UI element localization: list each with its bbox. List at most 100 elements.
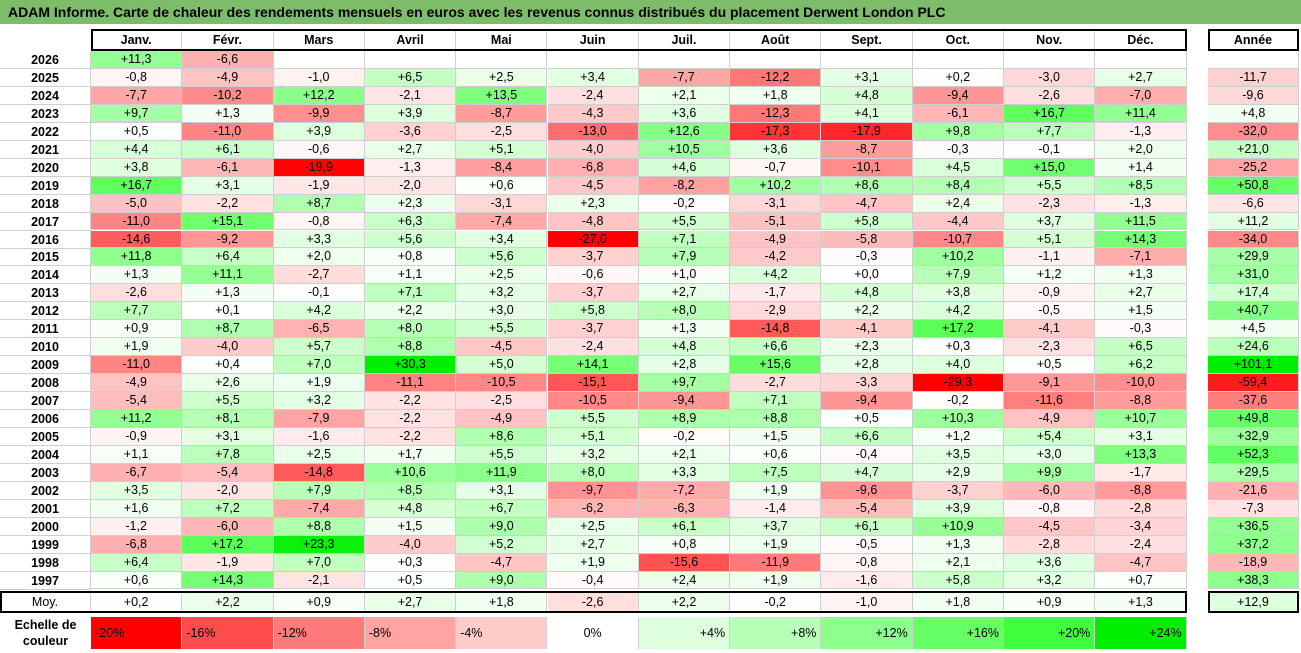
heatmap-cell: +2,0 xyxy=(273,248,365,267)
heatmap-cell: -2,2 xyxy=(364,427,457,446)
year-label: 1999 xyxy=(0,535,91,554)
average-cell: +2,7 xyxy=(364,591,457,612)
heatmap-cell: +1,3 xyxy=(182,104,274,123)
heatmap-cell: +0,7 xyxy=(1095,571,1187,590)
annual-return-cell: +37,2 xyxy=(1208,535,1299,554)
heatmap-cell: -11,0 xyxy=(182,122,274,141)
year-label: 2008 xyxy=(0,374,91,393)
heatmap-cell: -2,0 xyxy=(182,481,274,500)
heatmap-cell: -0,2 xyxy=(638,194,731,213)
heatmap-cell: -2,5 xyxy=(456,122,548,141)
heatmap-cell: -2,4 xyxy=(547,86,639,105)
heatmap-cell: +8,6 xyxy=(456,427,548,446)
heatmap-cell: -0,1 xyxy=(1004,140,1096,159)
annual-return-cell: +36,5 xyxy=(1208,517,1299,536)
year-label: 2015 xyxy=(0,248,91,267)
heatmap-cell: -8,2 xyxy=(638,176,731,195)
month-header: Janv. xyxy=(91,29,183,51)
heatmap-cell: -4,9 xyxy=(456,410,548,428)
heatmap-cell: -5,4 xyxy=(821,499,913,518)
annual-return-cell: +38,3 xyxy=(1208,571,1299,590)
heatmap-cell: +6,6 xyxy=(730,338,822,357)
heatmap-cell: +10,2 xyxy=(912,248,1004,267)
heatmap-cell: -7,4 xyxy=(273,499,365,518)
heatmap-cell: -11,9 xyxy=(730,553,822,572)
annual-return-cell: +29,5 xyxy=(1208,463,1299,482)
annual-return-cell: +4,8 xyxy=(1208,104,1299,123)
annual-return-cell: +21,0 xyxy=(1208,140,1299,159)
heatmap-cell: -2,2 xyxy=(364,392,457,410)
heatmap-cell xyxy=(1095,51,1187,69)
year-label: 2022 xyxy=(0,122,91,141)
heatmap-cell: +1,9 xyxy=(547,553,639,572)
average-cell: -0,2 xyxy=(730,591,822,612)
annual-return-cell: +24,6 xyxy=(1208,338,1299,357)
annual-return-cell: +49,8 xyxy=(1208,410,1299,428)
annual-return-cell: +50,8 xyxy=(1208,176,1299,195)
heatmap-cell: -3,6 xyxy=(364,122,457,141)
heatmap-cell: +8,4 xyxy=(912,176,1004,195)
heatmap-cell: -9,4 xyxy=(638,392,731,410)
heatmap-cell: +9,0 xyxy=(456,517,548,536)
heatmap-cell: +3,4 xyxy=(547,68,639,87)
heatmap-cell: -4,1 xyxy=(821,320,913,339)
heatmap-cell: +0,6 xyxy=(730,445,822,464)
heatmap-cell: +3,6 xyxy=(730,140,822,159)
heatmap-cell: -0,4 xyxy=(547,571,639,590)
heatmap-cell: -9,7 xyxy=(547,481,639,500)
month-header: Oct. xyxy=(912,29,1004,51)
heatmap-cell: -4,5 xyxy=(456,338,548,357)
heatmap-cell: -1,3 xyxy=(1095,194,1187,213)
heatmap-cell: -6,3 xyxy=(638,499,731,518)
heatmap-cell: -6,0 xyxy=(1004,481,1096,500)
heatmap-cell: -10,5 xyxy=(547,392,639,410)
heatmap-cell: -2,6 xyxy=(1004,86,1096,105)
heatmap-cell: +9,7 xyxy=(638,374,731,393)
heatmap-cell: -8,4 xyxy=(456,158,548,177)
color-scale-swatch: 0% xyxy=(547,617,639,649)
month-header: Juil. xyxy=(638,29,731,51)
heatmap-cell: +1,2 xyxy=(912,427,1004,446)
heatmap-cell xyxy=(273,51,365,69)
heatmap-cell: -12,2 xyxy=(730,68,822,87)
annual-return-cell: -21,6 xyxy=(1208,481,1299,500)
heatmap-cell: +2,1 xyxy=(638,86,731,105)
heatmap-cell: +4,8 xyxy=(364,499,457,518)
heatmap-cell: -3,1 xyxy=(730,194,822,213)
heatmap-cell: +5,8 xyxy=(547,302,639,321)
heatmap-cell: +8,9 xyxy=(638,410,731,428)
heatmap-cell xyxy=(1004,51,1096,69)
heatmap-cell: +2,6 xyxy=(182,374,274,393)
year-label: 1997 xyxy=(0,571,91,590)
heatmap-cell xyxy=(730,51,822,69)
heatmap-cell: -17,9 xyxy=(821,122,913,141)
heatmap-cell: -5,1 xyxy=(730,212,822,231)
year-label: 2011 xyxy=(0,320,91,339)
average-annual-cell: +12,9 xyxy=(1208,591,1299,612)
heatmap-cell: +0,3 xyxy=(912,338,1004,357)
month-header: Août xyxy=(730,29,822,51)
heatmap-cell: -2,0 xyxy=(364,176,457,195)
heatmap-cell: +7,1 xyxy=(730,392,822,410)
heatmap-cell: -6,5 xyxy=(273,320,365,339)
heatmap-cell: -9,1 xyxy=(1004,374,1096,393)
heatmap-cell: +8,8 xyxy=(364,338,457,357)
heatmap-cell: +1,4 xyxy=(1095,158,1187,177)
heatmap-cell: -4,0 xyxy=(182,338,274,357)
heatmap-cell: +2,0 xyxy=(1095,140,1187,159)
heatmap-cell: +7,9 xyxy=(912,266,1004,285)
heatmap-cell: +11,4 xyxy=(1095,104,1187,123)
heatmap-cell: +2,9 xyxy=(912,463,1004,482)
heatmap-cell: -0,2 xyxy=(638,427,731,446)
heatmap-cell: -4,9 xyxy=(182,68,274,87)
heatmap-cell: +7,9 xyxy=(273,481,365,500)
heatmap-cell: -1,7 xyxy=(730,284,822,303)
heatmap-cell: +8,0 xyxy=(547,463,639,482)
heatmap-cell: +10,3 xyxy=(912,410,1004,428)
heatmap-cell: -3,4 xyxy=(1095,517,1187,536)
color-scale-swatch: -20% xyxy=(91,617,183,649)
heatmap-cell: -6,7 xyxy=(91,463,183,482)
heatmap-cell: +12,2 xyxy=(273,86,365,105)
heatmap-cell: +6,3 xyxy=(364,212,457,231)
heatmap-cell: -19,9 xyxy=(273,158,365,177)
